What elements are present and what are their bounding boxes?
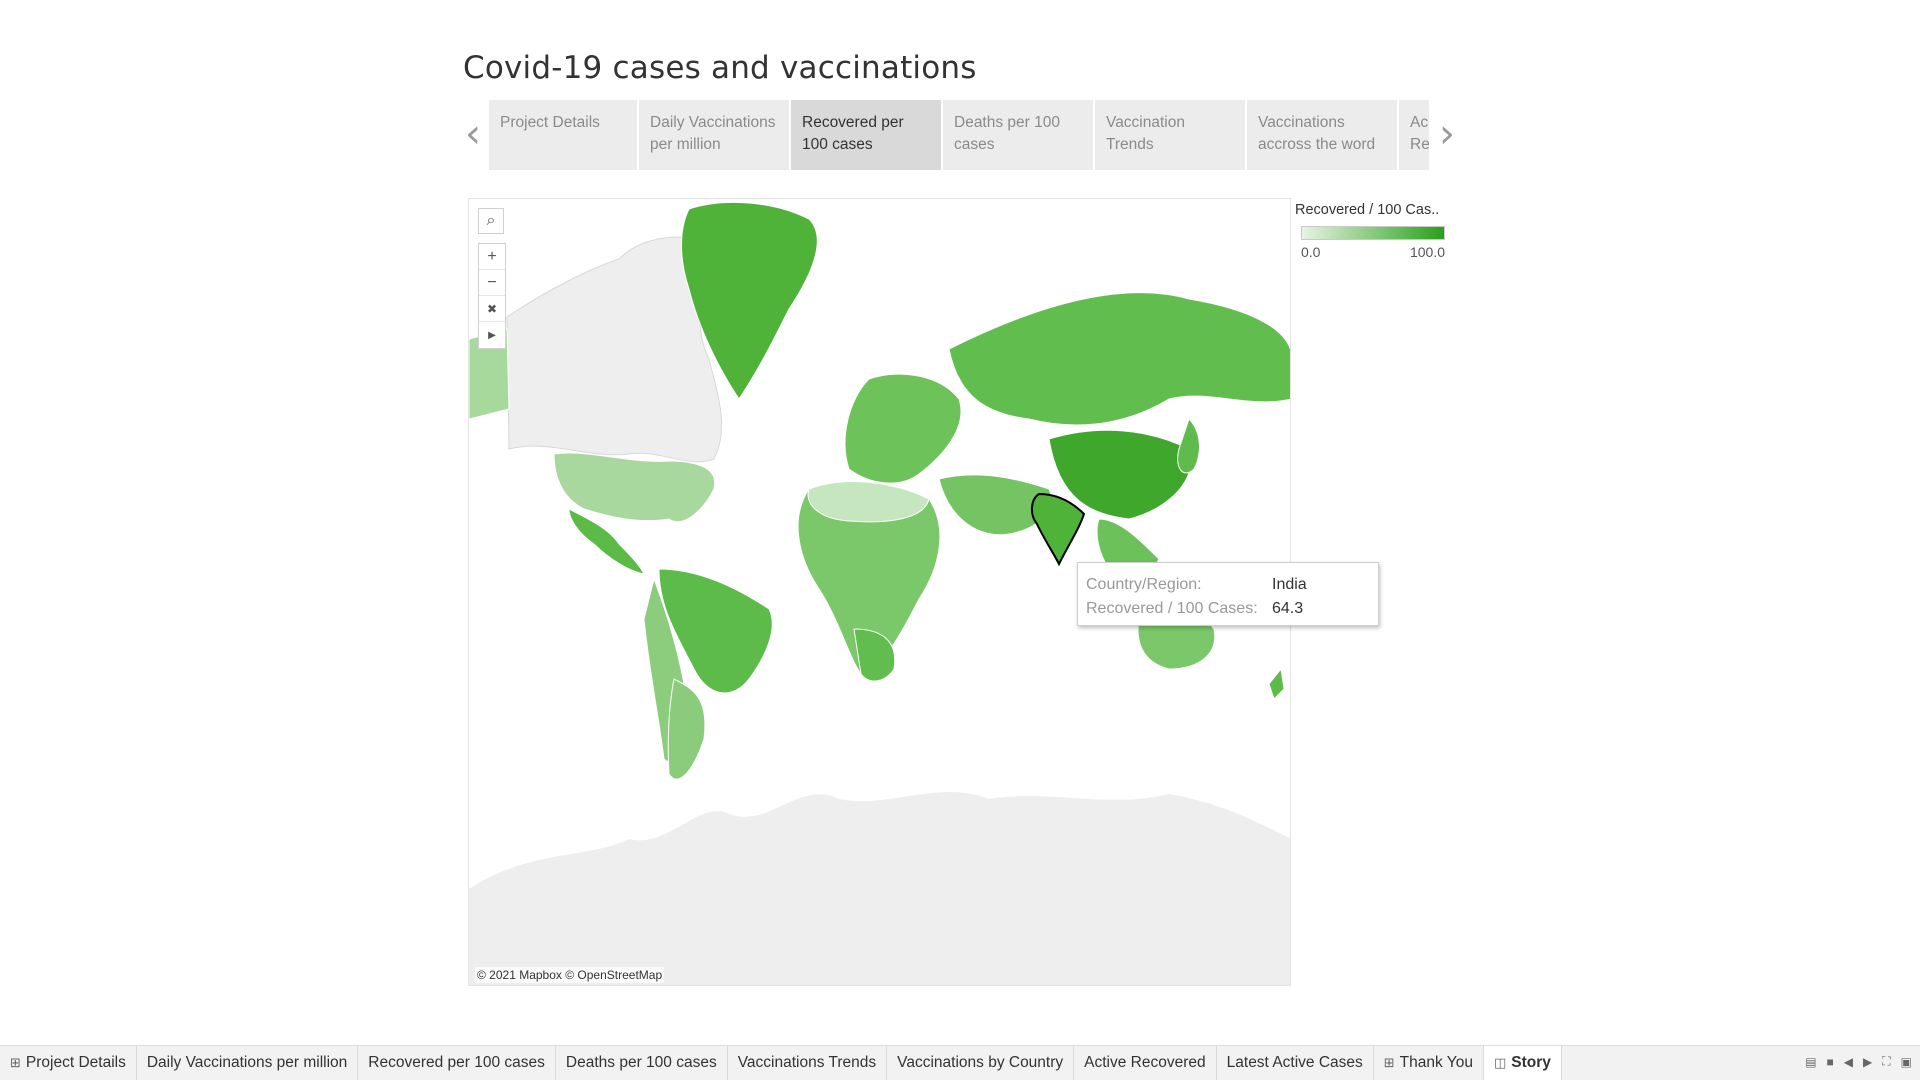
search-icon[interactable]: ⌕ bbox=[478, 208, 504, 234]
story-point-daily-vaccinations[interactable]: Daily Vaccinations per million bbox=[639, 100, 791, 170]
argentina bbox=[667, 678, 706, 780]
map-attribution[interactable]: © 2021 Mapbox © OpenStreetMap bbox=[475, 967, 665, 983]
next-sheet-icon[interactable]: ▶ bbox=[1863, 1054, 1873, 1069]
legend-min-label: 0.0 bbox=[1301, 244, 1321, 260]
sheet-tab-deaths[interactable]: Deaths per 100 cases bbox=[556, 1046, 728, 1080]
tooltip-country-value: India bbox=[1272, 576, 1307, 593]
filmstrip-icon[interactable]: ■ bbox=[1826, 1054, 1834, 1069]
story-point-vaccinations-world[interactable]: Vaccinations accross the word bbox=[1247, 100, 1399, 170]
dashboard-icon: ⊞ bbox=[10, 1055, 21, 1070]
story-point-recovered[interactable]: Recovered per 100 cases bbox=[791, 100, 943, 170]
china bbox=[1048, 429, 1192, 520]
greenland bbox=[681, 201, 818, 400]
tooltip-metric-value: 64.3 bbox=[1272, 600, 1304, 617]
japan bbox=[1177, 418, 1200, 474]
tooltip-country-key: Country/Region: bbox=[1086, 576, 1202, 593]
india bbox=[1031, 492, 1086, 567]
brazil bbox=[658, 568, 773, 694]
legend-gradient bbox=[1301, 226, 1445, 240]
sheet-tab-story[interactable]: ◫ Story bbox=[1483, 1046, 1562, 1080]
new-zealand bbox=[1268, 667, 1285, 700]
story-point-project-details[interactable]: Project Details bbox=[489, 100, 639, 170]
tab-controls: ▤ ■ ◀ ▶ ⛶ ▣ bbox=[1805, 1054, 1912, 1069]
sheet-tab-vaccinations-trends[interactable]: Vaccinations Trends bbox=[728, 1046, 888, 1080]
prev-sheet-icon[interactable]: ◀ bbox=[1843, 1054, 1854, 1069]
grid-view-icon[interactable]: ▤ bbox=[1805, 1054, 1817, 1069]
sheet-tab-active-recovered[interactable]: Active Recovered bbox=[1074, 1046, 1217, 1080]
sheet-tab-latest-active-cases[interactable]: Latest Active Cases bbox=[1217, 1046, 1374, 1080]
sheet-tab-daily-vaccinations[interactable]: Daily Vaccinations per million bbox=[137, 1046, 359, 1080]
sheet-tab-label: Thank You bbox=[1399, 1054, 1473, 1071]
map-tooltip: Country/Region: India Recovered / 100 Ca… bbox=[1077, 562, 1379, 626]
russia bbox=[948, 292, 1290, 426]
canada bbox=[506, 236, 723, 463]
tooltip-country-row: Country/Region: India bbox=[1086, 573, 1370, 597]
legend-max-label: 100.0 bbox=[1409, 244, 1445, 260]
presentation-icon[interactable]: ▣ bbox=[1900, 1054, 1912, 1069]
legend-title: Recovered / 100 Cas.. bbox=[1295, 202, 1440, 218]
chevron-left-icon[interactable]: ‹ bbox=[465, 111, 481, 157]
map-toolbar: ⌕ + − ✖ ▶ bbox=[478, 208, 506, 349]
south-africa bbox=[853, 628, 896, 682]
sheet-tab-label: Story bbox=[1511, 1054, 1551, 1071]
tooltip-metric-key: Recovered / 100 Cases: bbox=[1086, 600, 1258, 617]
north-africa bbox=[807, 481, 930, 523]
expand-toolbar-icon[interactable]: ▶ bbox=[479, 322, 505, 348]
europe bbox=[844, 373, 962, 484]
reset-map-icon[interactable]: ✖ bbox=[479, 296, 505, 322]
sheet-tab-vaccinations-by-country[interactable]: Vaccinations by Country bbox=[887, 1046, 1075, 1080]
legend-labels: 0.0 100.0 bbox=[1301, 244, 1445, 260]
sheet-tab-project-details[interactable]: ⊞ Project Details bbox=[0, 1046, 137, 1080]
dashboard-icon: ⊞ bbox=[1383, 1055, 1395, 1070]
zoom-controls: + − ✖ ▶ bbox=[478, 243, 506, 349]
map-view[interactable]: ⌕ + − ✖ ▶ © 2021 Mapbox © OpenStreetMap bbox=[468, 198, 1291, 986]
mexico bbox=[568, 508, 645, 575]
chevron-right-icon[interactable]: › bbox=[1439, 111, 1455, 157]
sheet-tab-thank-you[interactable]: ⊞ Thank You bbox=[1374, 1046, 1484, 1080]
zoom-in-icon[interactable]: + bbox=[479, 244, 505, 270]
usa bbox=[553, 452, 716, 523]
story-point-active-recovered[interactable]: Ac Re bbox=[1399, 100, 1429, 170]
sheet-tab-label: Project Details bbox=[25, 1054, 126, 1071]
world-map[interactable] bbox=[469, 199, 1291, 986]
story-point-navigator: Project Details Daily Vaccinations per m… bbox=[489, 100, 1429, 170]
sheet-tab-recovered[interactable]: Recovered per 100 cases bbox=[358, 1046, 556, 1080]
story-point-vaccination-trends[interactable]: Vaccination Trends bbox=[1095, 100, 1247, 170]
story-title: Covid-19 cases and vaccinations bbox=[463, 50, 977, 86]
story-point-deaths[interactable]: Deaths per 100 cases bbox=[943, 100, 1095, 170]
fullscreen-icon[interactable]: ⛶ bbox=[1882, 1054, 1891, 1068]
color-legend: Recovered / 100 Cas.. 0.0 100.0 bbox=[1295, 202, 1455, 260]
zoom-out-icon[interactable]: − bbox=[479, 270, 505, 296]
story-icon: ◫ bbox=[1493, 1055, 1507, 1070]
sheet-tab-bar: ⊞ Project Details Daily Vaccinations per… bbox=[0, 1045, 1920, 1080]
tooltip-metric-row: Recovered / 100 Cases: 64.3 bbox=[1086, 597, 1370, 621]
antarctica bbox=[469, 792, 1290, 985]
